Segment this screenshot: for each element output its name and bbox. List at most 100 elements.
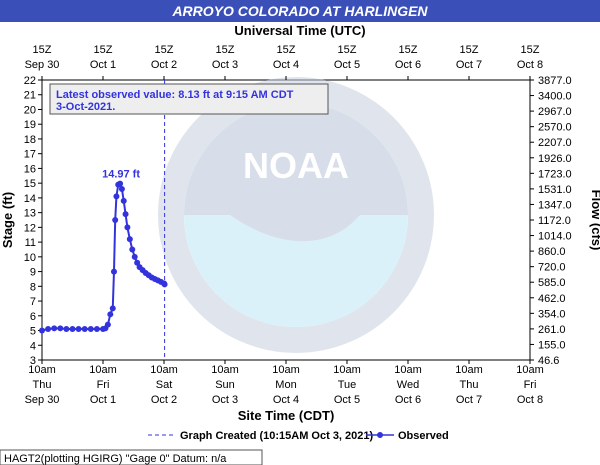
x-tick-label-date: Oct 7 [456, 394, 482, 406]
data-point [109, 305, 116, 312]
top-tick-label-time: 15Z [338, 44, 357, 56]
data-point [107, 311, 114, 318]
flow-tick-label: 155.0 [538, 339, 566, 351]
top-tick-label-time: 15Z [33, 44, 52, 56]
x-tick-label-time: 10am [333, 364, 361, 376]
top-tick-label-time: 15Z [460, 44, 479, 56]
data-point [93, 326, 100, 333]
x-axis-label: Site Time (CDT) [238, 408, 335, 423]
y-axis-label-right: Flow (cfs) [589, 190, 600, 251]
flow-tick-label: 1014.0 [538, 231, 572, 243]
x-tick-label-time: 10am [394, 364, 422, 376]
flow-tick-label: 2207.0 [538, 137, 572, 149]
top-axis-label: Universal Time (UTC) [234, 23, 365, 38]
top-tick-label-time: 15Z [155, 44, 174, 56]
top-tick-label-date: Oct 3 [212, 59, 238, 71]
data-point [113, 193, 120, 200]
flow-tick-label: 1531.0 [538, 184, 572, 196]
data-point [129, 246, 136, 253]
x-tick-label-day: Tue [338, 379, 357, 391]
flow-tick-label: 46.6 [538, 355, 559, 367]
x-tick-label-time: 10am [28, 364, 56, 376]
flow-tick-label: 1347.0 [538, 199, 572, 211]
x-tick-label-time: 10am [150, 364, 178, 376]
x-tick-label-time: 10am [89, 364, 117, 376]
y-tick-label: 3 [30, 355, 36, 367]
flow-tick-label: 3877.0 [538, 75, 572, 87]
y-tick-label: 22 [24, 75, 36, 87]
y-tick-label: 15 [24, 178, 36, 190]
flow-tick-label: 720.0 [538, 262, 566, 274]
x-tick-label-day: Sun [215, 379, 235, 391]
data-point [63, 326, 70, 333]
x-tick-label-time: 10am [455, 364, 483, 376]
data-point [118, 186, 125, 193]
y-tick-label: 18 [24, 134, 36, 146]
legend-created-label: Graph Created (10:15AM Oct 3, 2021) [180, 430, 374, 442]
data-point [161, 281, 168, 288]
noaa-watermark: NOAA [158, 77, 434, 353]
y-tick-label: 11 [25, 237, 36, 249]
x-tick-label-date: Oct 4 [273, 394, 299, 406]
x-tick-label-date: Oct 1 [90, 394, 116, 406]
top-tick-label-date: Oct 6 [395, 59, 421, 71]
flow-tick-label: 1926.0 [538, 153, 572, 165]
data-point [75, 326, 82, 333]
y-tick-label: 13 [24, 208, 36, 220]
flow-tick-label: 261.0 [538, 324, 566, 336]
data-point [131, 253, 138, 260]
data-point [122, 211, 129, 218]
data-point [39, 327, 45, 334]
peak-label: 14.97 ft [102, 169, 140, 181]
top-tick-label-date: Oct 1 [90, 59, 116, 71]
y-tick-label: 8 [30, 281, 36, 293]
y-tick-label: 10 [24, 252, 36, 264]
footer-text: HAGT2(plotting HGIRG) "Gage 0" Datum: n/… [4, 453, 227, 465]
axis-ticks: 3 4 5 6 7 8 9 10 11 12 13 14 15 16 17 18 19 20 21 22 3877.0 3… [24, 44, 572, 406]
x-tick-label-date: Oct 8 [517, 394, 543, 406]
top-tick-label-date: Oct 4 [273, 59, 299, 71]
data-point [117, 180, 124, 187]
y-tick-label: 16 [24, 163, 36, 175]
y-tick-label: 9 [30, 267, 36, 279]
top-tick-label-date: Oct 8 [517, 59, 543, 71]
y-tick-label: 17 [24, 149, 36, 161]
legend-observed-marker [377, 432, 383, 438]
top-tick-label-time: 15Z [94, 44, 113, 56]
flow-tick-label: 585.0 [538, 277, 566, 289]
footer-box [0, 449, 263, 465]
y-tick-label: 14 [24, 193, 36, 205]
series-observed [39, 180, 168, 334]
x-tick-label-day: Wed [397, 379, 419, 391]
x-tick-label-day: Thu [460, 379, 479, 391]
annotation-text-line1: Latest observed value: 8.13 ft at 9:15 A… [56, 89, 294, 101]
flow-tick-label: 1172.0 [538, 215, 571, 227]
flow-tick-label: 2967.0 [538, 106, 572, 118]
data-point [112, 217, 119, 223]
x-tick-label-time: 10am [272, 364, 300, 376]
x-tick-label-day: Fri [97, 379, 110, 391]
data-point [104, 321, 111, 328]
data-point [57, 325, 64, 332]
flow-tick-label: 462.0 [538, 293, 566, 305]
y-tick-label: 5 [30, 326, 36, 338]
x-tick-label-date: Oct 6 [395, 394, 421, 406]
data-point [45, 326, 52, 333]
data-point [87, 326, 94, 333]
data-point [110, 268, 117, 275]
chart-title: ARROYO COLORADO AT HARLINGEN [171, 3, 428, 19]
y-tick-label: 12 [24, 222, 36, 234]
y-tick-label: 19 [24, 119, 36, 131]
flow-tick-label: 354.0 [538, 308, 566, 320]
flow-tick-label: 3400.0 [538, 91, 572, 103]
y-tick-label: 7 [30, 296, 36, 308]
x-tick-label-day: Thu [33, 379, 52, 391]
top-tick-label-date: Oct 7 [456, 59, 482, 71]
top-tick-label-date: Sep 30 [25, 59, 60, 71]
y-axis-label-left: Stage (ft) [0, 192, 15, 248]
data-point [81, 326, 88, 333]
data-point [126, 236, 133, 243]
y-tick-label: 4 [30, 340, 36, 352]
x-tick-label-date: Oct 5 [334, 394, 360, 406]
x-tick-label-day: Fri [524, 379, 537, 391]
